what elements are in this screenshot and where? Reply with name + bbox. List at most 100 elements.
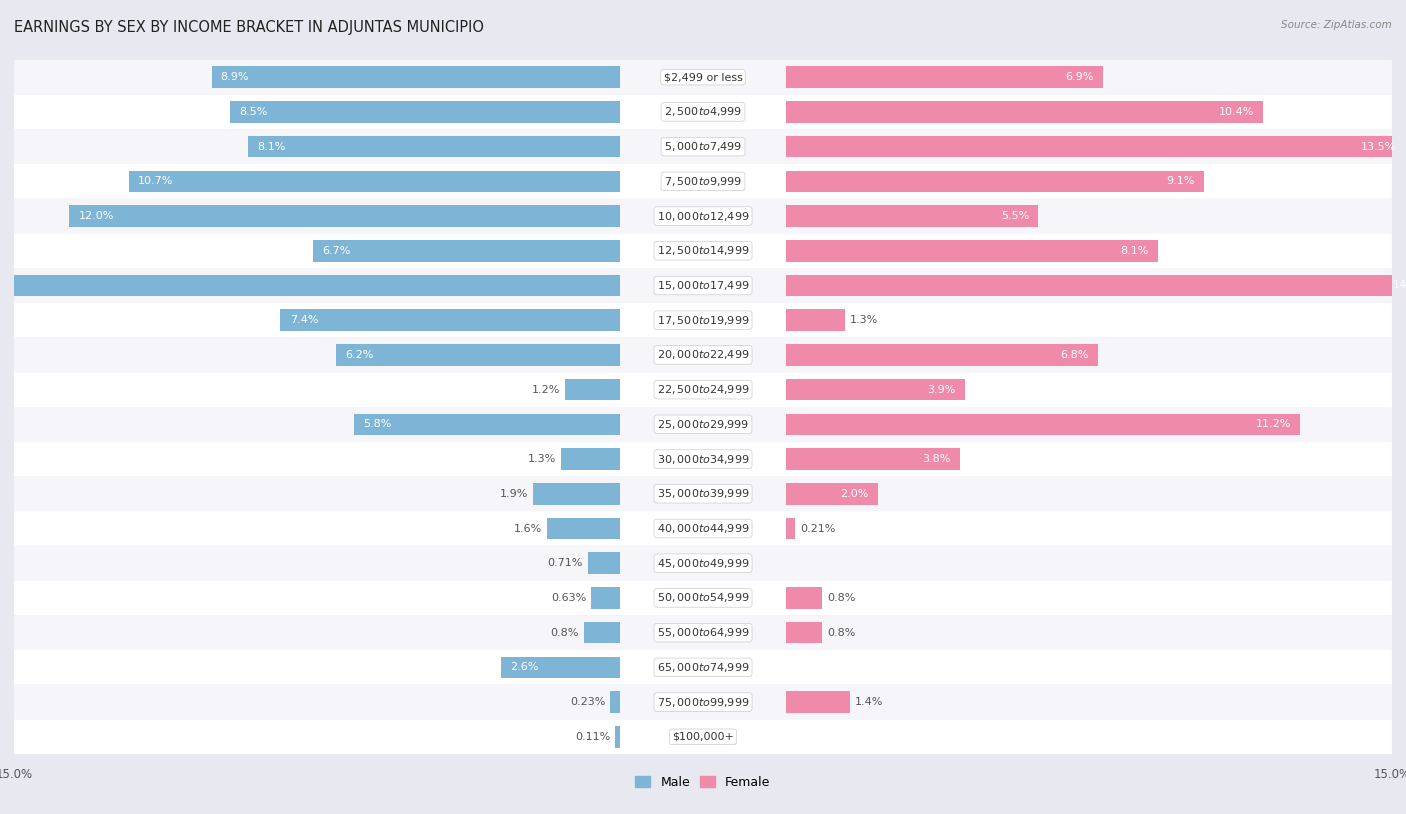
Text: 6.9%: 6.9%	[1064, 72, 1094, 82]
Bar	[616, 726, 620, 747]
Text: 0.63%: 0.63%	[551, 593, 586, 603]
FancyBboxPatch shape	[14, 199, 1392, 234]
FancyBboxPatch shape	[14, 407, 1392, 442]
FancyBboxPatch shape	[14, 476, 1392, 511]
Text: 1.4%: 1.4%	[855, 697, 883, 707]
Bar	[211, 67, 620, 88]
Text: 3.9%: 3.9%	[927, 385, 956, 395]
FancyBboxPatch shape	[14, 650, 1392, 685]
Bar	[786, 205, 1038, 227]
Bar	[565, 379, 620, 400]
Text: 1.6%: 1.6%	[515, 523, 543, 533]
Text: $35,000 to $39,999: $35,000 to $39,999	[657, 488, 749, 501]
Text: 0.23%: 0.23%	[569, 697, 605, 707]
Text: 14.2%: 14.2%	[1393, 281, 1406, 291]
Text: 0.8%: 0.8%	[827, 628, 855, 637]
FancyBboxPatch shape	[14, 720, 1392, 754]
Text: 0.71%: 0.71%	[548, 558, 583, 568]
Legend: Male, Female: Male, Female	[630, 771, 776, 794]
Text: 1.2%: 1.2%	[533, 385, 561, 395]
Text: 10.7%: 10.7%	[138, 177, 173, 186]
Bar	[129, 171, 620, 192]
Text: 3.8%: 3.8%	[922, 454, 950, 464]
Text: $100,000+: $100,000+	[672, 732, 734, 742]
Bar	[312, 240, 620, 261]
Bar	[786, 136, 1406, 157]
Text: $15,000 to $17,499: $15,000 to $17,499	[657, 279, 749, 292]
Text: $40,000 to $44,999: $40,000 to $44,999	[657, 522, 749, 535]
Text: 2.6%: 2.6%	[510, 663, 538, 672]
Text: 7.4%: 7.4%	[290, 315, 318, 326]
Text: 8.1%: 8.1%	[257, 142, 285, 151]
Bar	[280, 309, 620, 331]
Text: 13.5%: 13.5%	[1361, 142, 1396, 151]
FancyBboxPatch shape	[14, 129, 1392, 164]
Bar	[786, 309, 845, 331]
Text: $55,000 to $64,999: $55,000 to $64,999	[657, 626, 749, 639]
Text: 5.5%: 5.5%	[1001, 211, 1029, 221]
Text: $20,000 to $22,499: $20,000 to $22,499	[657, 348, 749, 361]
Bar	[786, 171, 1204, 192]
Text: $10,000 to $12,499: $10,000 to $12,499	[657, 209, 749, 222]
Bar	[533, 483, 620, 505]
Text: 6.7%: 6.7%	[322, 246, 350, 256]
Bar	[786, 622, 823, 643]
Bar	[786, 518, 796, 539]
Bar	[0, 275, 620, 296]
Text: EARNINGS BY SEX BY INCOME BRACKET IN ADJUNTAS MUNICIPIO: EARNINGS BY SEX BY INCOME BRACKET IN ADJ…	[14, 20, 484, 35]
Text: 1.3%: 1.3%	[527, 454, 555, 464]
Bar	[786, 414, 1301, 435]
Text: 1.9%: 1.9%	[501, 488, 529, 499]
Text: $12,500 to $14,999: $12,500 to $14,999	[657, 244, 749, 257]
Bar	[588, 553, 620, 574]
Text: $5,000 to $7,499: $5,000 to $7,499	[664, 140, 742, 153]
Text: 6.8%: 6.8%	[1060, 350, 1088, 360]
Bar	[69, 205, 620, 227]
Text: 5.8%: 5.8%	[363, 419, 391, 429]
Text: 0.8%: 0.8%	[551, 628, 579, 637]
FancyBboxPatch shape	[14, 338, 1392, 372]
Bar	[786, 240, 1157, 261]
Text: $25,000 to $29,999: $25,000 to $29,999	[657, 418, 749, 431]
Text: 2.0%: 2.0%	[839, 488, 869, 499]
Text: $45,000 to $49,999: $45,000 to $49,999	[657, 557, 749, 570]
Text: 8.9%: 8.9%	[221, 72, 249, 82]
Bar	[592, 587, 620, 609]
FancyBboxPatch shape	[14, 546, 1392, 580]
Bar	[354, 414, 620, 435]
Bar	[547, 518, 620, 539]
Bar	[786, 691, 851, 713]
Bar	[561, 449, 620, 470]
Text: $50,000 to $54,999: $50,000 to $54,999	[657, 592, 749, 605]
Text: 0.21%: 0.21%	[800, 523, 835, 533]
Bar	[786, 275, 1406, 296]
Text: 10.4%: 10.4%	[1219, 107, 1254, 117]
Bar	[610, 691, 620, 713]
FancyBboxPatch shape	[14, 511, 1392, 546]
Text: 12.0%: 12.0%	[79, 211, 114, 221]
Text: 8.1%: 8.1%	[1121, 246, 1149, 256]
Text: $7,500 to $9,999: $7,500 to $9,999	[664, 175, 742, 188]
FancyBboxPatch shape	[14, 442, 1392, 476]
Bar	[336, 344, 620, 365]
Text: 9.1%: 9.1%	[1166, 177, 1195, 186]
Bar	[231, 101, 620, 123]
FancyBboxPatch shape	[14, 268, 1392, 303]
Bar	[249, 136, 620, 157]
Text: 0.8%: 0.8%	[827, 593, 855, 603]
Bar	[786, 379, 965, 400]
FancyBboxPatch shape	[14, 60, 1392, 94]
FancyBboxPatch shape	[14, 164, 1392, 199]
Bar	[786, 449, 960, 470]
Bar	[786, 101, 1264, 123]
Bar	[786, 483, 877, 505]
FancyBboxPatch shape	[14, 580, 1392, 615]
Text: 11.2%: 11.2%	[1256, 419, 1291, 429]
Text: $65,000 to $74,999: $65,000 to $74,999	[657, 661, 749, 674]
FancyBboxPatch shape	[14, 685, 1392, 720]
Text: 0.11%: 0.11%	[575, 732, 610, 742]
Text: Source: ZipAtlas.com: Source: ZipAtlas.com	[1281, 20, 1392, 30]
Text: $2,500 to $4,999: $2,500 to $4,999	[664, 106, 742, 118]
Bar	[583, 622, 620, 643]
Bar	[786, 587, 823, 609]
